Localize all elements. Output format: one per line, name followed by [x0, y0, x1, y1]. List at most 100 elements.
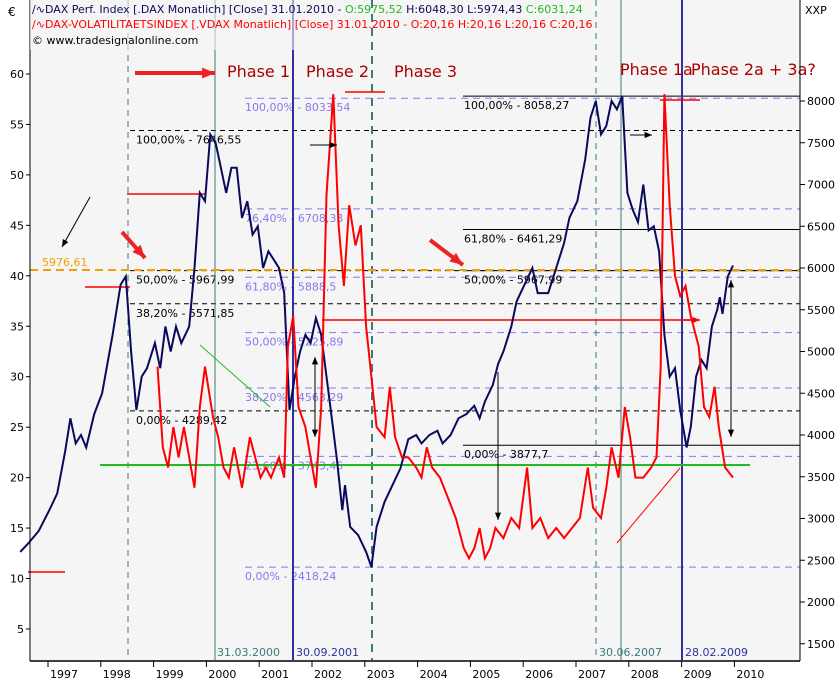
- x-tick-label: 2001: [261, 668, 289, 680]
- x-tick-label: 1998: [103, 668, 131, 680]
- x-tick-label: 2002: [314, 668, 342, 680]
- x-tick-label: 2009: [684, 668, 712, 680]
- arrow-head-icon: [132, 244, 145, 258]
- left-tick-label: 10: [10, 573, 24, 586]
- trend-line-green: [199, 344, 271, 408]
- x-tick-label: 2003: [367, 668, 395, 680]
- right-tick-label: 8000: [807, 95, 835, 108]
- right-tick-label: 4500: [807, 387, 835, 400]
- vdax-legend-text: DAX-VOLATILITAETSINDEX [.VDAX Monatlich]…: [44, 18, 411, 31]
- fib-level-label: 50,00% - 5967,99: [136, 274, 234, 287]
- fib-level-label: 0,00% - 2418,24: [245, 570, 336, 583]
- vdax-ohlc: O:20,16 H:20,16 L:20,16 C:20,16: [410, 18, 593, 31]
- x-tick-label: 2008: [631, 668, 659, 680]
- dax-close: C:6031,24: [525, 3, 583, 16]
- left-tick-label: 15: [10, 522, 24, 535]
- x-tick-label: 2000: [208, 668, 236, 680]
- fib-level-label: 61,80% - 6461,29: [464, 232, 562, 245]
- fib-level-label: 100,00% - 8033,54: [245, 101, 350, 114]
- left-tick-label: 40: [10, 270, 24, 283]
- dax-legend-text: DAX Perf. Index [.DAX Monatlich] [Close]…: [44, 3, 345, 16]
- right-tick-label: 1500: [807, 638, 835, 651]
- date-marker-label: 30.09.2001: [296, 646, 359, 659]
- right-tick-label: 3000: [807, 513, 835, 526]
- trend-line-red: [616, 467, 681, 544]
- vdax-series-line: [156, 94, 734, 562]
- orange-level-label: 5976,61: [42, 256, 88, 269]
- fib-level-label: 61,80% - 5888,5: [245, 280, 336, 293]
- right-tick-label: 7500: [807, 137, 835, 150]
- left-tick-label: 50: [10, 169, 24, 182]
- arrow-head-icon: [311, 429, 319, 437]
- fib-level-label: 100,00% - 7646,55: [136, 134, 241, 147]
- vertical-markers: [127, 0, 683, 660]
- arrow-head-icon: [311, 357, 319, 365]
- x-tick-label: 1999: [156, 668, 184, 680]
- arrow-head-icon: [449, 252, 463, 265]
- arrow-head-icon: [727, 280, 735, 288]
- fib-level-label: 100,00% - 8058,27: [464, 99, 569, 112]
- x-tick-label: 2007: [578, 668, 606, 680]
- legend-bg: [30, 0, 340, 50]
- x-tick-label: 2006: [525, 668, 553, 680]
- right-tick-label: 7000: [807, 179, 835, 192]
- right-tick-label: 2000: [807, 596, 835, 609]
- fib-level-label: 0,00% - 4289,42: [136, 414, 227, 427]
- left-tick-label: 55: [10, 118, 24, 131]
- fib-level-label: 50,00% - 5967,99: [464, 274, 562, 287]
- left-tick-label: 60: [10, 68, 24, 81]
- arrow-head-icon: [62, 239, 69, 247]
- left-axis-currency: €: [8, 5, 16, 19]
- x-tick-label: 1997: [50, 668, 78, 680]
- date-marker-label: 30.06.2007: [599, 646, 662, 659]
- left-tick-label: 20: [10, 472, 24, 485]
- dax-legend: ∕∿DAX Perf. Index [.DAX Monatlich] [Clos…: [32, 3, 583, 16]
- red-markers: [28, 91, 700, 573]
- arrow-head-icon: [329, 141, 337, 149]
- x-tick-label: 2010: [736, 668, 764, 680]
- phase-label: Phase 2a + 3a?: [691, 60, 816, 79]
- left-tick-label: 45: [10, 219, 24, 232]
- arrow-head-icon: [727, 429, 735, 437]
- phase-labels: Phase 1 Phase 2 Phase 3 Phase 1a Phase 2…: [227, 60, 816, 81]
- phase-label: Phase 2: [306, 62, 369, 81]
- date-marker-label: 28.02.2009: [685, 646, 748, 659]
- left-tick-label: 30: [10, 371, 24, 384]
- x-tick-label: 2004: [420, 668, 448, 680]
- phase-label: Phase 1a: [620, 60, 693, 79]
- fib-level-label: 76,40% - 6708,33: [245, 212, 343, 225]
- arrow-shaft: [61, 196, 91, 248]
- arrow-head-icon: [202, 67, 215, 79]
- dax-series-line: [19, 95, 734, 568]
- annotations-arrows: [61, 67, 735, 520]
- left-tick-label: 35: [10, 320, 24, 333]
- right-tick-label: 3500: [807, 471, 835, 484]
- right-tick-label: 5000: [807, 346, 835, 359]
- right-tick-label: 6000: [807, 262, 835, 275]
- right-tick-label: 2500: [807, 554, 835, 567]
- right-tick-label: 5500: [807, 304, 835, 317]
- arrow-head-icon: [644, 131, 652, 139]
- left-tick-label: 25: [10, 421, 24, 434]
- right-axis-unit: XXP: [805, 4, 827, 17]
- plot-area: [30, 0, 800, 660]
- arrow-head-icon: [692, 316, 700, 324]
- dax-low: L:5974,43: [467, 3, 523, 16]
- date-markers: 31.03.2000 30.09.2001 30.06.2007 28.02.2…: [217, 646, 748, 659]
- fib-level-label: 0,00% - 3877,7: [464, 448, 548, 461]
- x-tick-label: 2005: [472, 668, 500, 680]
- right-tick-label: 4000: [807, 429, 835, 442]
- dax-open: O:5975,52: [344, 3, 403, 16]
- fib-level-label: 38,20% - 5571,85: [136, 307, 234, 320]
- line-icon: ∕∿: [32, 18, 45, 31]
- right-tick-label: 6500: [807, 220, 835, 233]
- phase-label: Phase 1: [227, 62, 290, 81]
- fib-level-label: 38,20% - 4563,29: [245, 391, 343, 404]
- vdax-legend: ∕∿DAX-VOLATILITAETSINDEX [.VDAX Monatlic…: [32, 18, 593, 31]
- arrow-head-icon: [494, 512, 502, 520]
- line-icon: ∕∿: [32, 3, 45, 16]
- left-tick-label: 5: [17, 623, 24, 636]
- date-marker-label: 31.03.2000: [217, 646, 280, 659]
